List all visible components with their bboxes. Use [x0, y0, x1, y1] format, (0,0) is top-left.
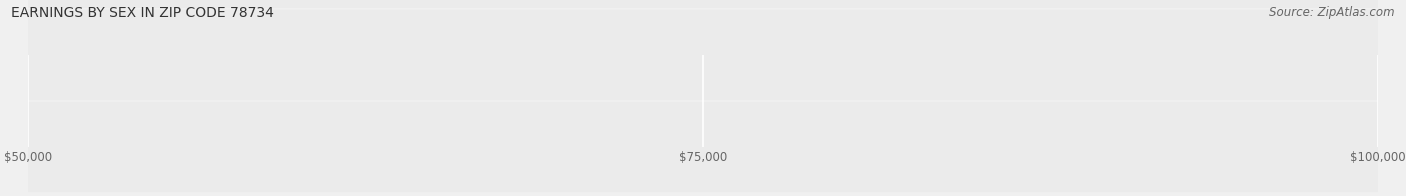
FancyBboxPatch shape [28, 102, 1378, 192]
FancyBboxPatch shape [28, 0, 1378, 8]
FancyBboxPatch shape [28, 10, 1378, 100]
Text: Source: ZipAtlas.com: Source: ZipAtlas.com [1270, 6, 1395, 19]
Text: EARNINGS BY SEX IN ZIP CODE 78734: EARNINGS BY SEX IN ZIP CODE 78734 [11, 6, 274, 20]
